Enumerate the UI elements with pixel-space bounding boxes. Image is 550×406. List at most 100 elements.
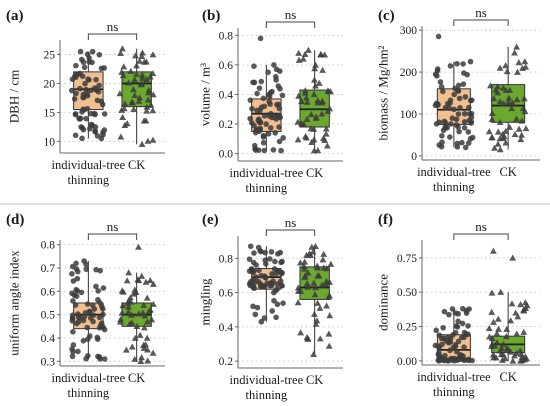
data-point [82, 80, 88, 87]
data-point [438, 83, 445, 90]
data-point [312, 114, 320, 121]
data-point [271, 289, 277, 296]
data-point [129, 99, 136, 106]
y-tick-label: 0.50 [397, 287, 417, 299]
data-point [143, 334, 151, 341]
data-point [502, 62, 509, 69]
data-point [459, 320, 466, 327]
x-category-label: CK [499, 370, 516, 384]
data-point [321, 136, 329, 144]
data-point [455, 356, 462, 362]
x-category-label: individual-tree thinning [52, 158, 126, 187]
data-point [131, 91, 139, 99]
data-point [131, 286, 139, 293]
data-point [273, 314, 279, 321]
box-thinning [69, 258, 108, 362]
data-point [258, 248, 264, 255]
data-point [315, 79, 323, 86]
data-point [521, 353, 529, 360]
data-point [446, 311, 452, 318]
box-thinning [246, 243, 286, 325]
data-point [301, 50, 309, 58]
data-point [439, 139, 445, 145]
data-point [119, 113, 127, 120]
y-tick-label: 200 [400, 67, 418, 79]
data-point [304, 269, 312, 276]
data-point [135, 277, 143, 284]
data-point [300, 265, 308, 272]
data-point [128, 343, 136, 350]
data-point [519, 105, 527, 112]
significance-bracket [87, 233, 138, 240]
data-point [459, 305, 466, 312]
data-point [119, 45, 126, 52]
data-point [252, 311, 259, 318]
data-point [325, 330, 333, 337]
data-point [513, 330, 521, 337]
data-point [138, 140, 146, 148]
data-point [496, 64, 504, 71]
data-point [303, 251, 310, 258]
data-point [489, 351, 497, 358]
data-point [148, 316, 156, 323]
data-point [132, 52, 139, 59]
data-point [520, 328, 528, 335]
data-point [454, 324, 461, 330]
data-point [324, 87, 332, 94]
data-point [101, 326, 108, 333]
x-category-label: individual-tree thinning [52, 371, 126, 400]
y-tick-label: 0.8 [41, 240, 56, 252]
data-point [119, 72, 127, 79]
y-tick-label: 0 [411, 151, 417, 163]
data-point [450, 331, 456, 338]
data-point [251, 250, 257, 256]
data-point [518, 117, 526, 124]
data-point [149, 51, 157, 58]
data-point [73, 260, 79, 267]
data-point [138, 71, 146, 78]
data-point [323, 302, 330, 309]
data-point [131, 334, 139, 341]
y-tick-label: 25 [44, 49, 56, 61]
data-point [433, 121, 440, 127]
data-point [81, 258, 87, 264]
data-point [487, 82, 494, 89]
data-point [502, 127, 510, 134]
data-point [317, 51, 325, 58]
y-tick-label: 0.0 [219, 149, 234, 161]
data-point [69, 353, 76, 360]
data-point [80, 94, 87, 101]
significance-bracket [453, 233, 509, 240]
data-point [75, 319, 82, 325]
data-point [327, 260, 335, 267]
significance-bracket [87, 33, 138, 40]
data-point [323, 142, 331, 149]
data-point [246, 268, 253, 274]
data-point [492, 86, 500, 93]
data-point [269, 271, 275, 277]
box-ck [294, 46, 334, 154]
data-point [442, 352, 448, 359]
data-point [276, 124, 282, 130]
data-point [449, 115, 456, 121]
data-point [136, 331, 144, 338]
data-point [129, 86, 137, 93]
data-point [250, 276, 256, 283]
panel-b: (b) volume / m³ 0.0 0.2 0.4 0.6 0.8 individual-… [198, 7, 343, 195]
y-axis-label: biomass / Mg/hm² [376, 45, 391, 140]
data-point [118, 309, 126, 316]
data-point [444, 100, 451, 107]
data-point [324, 107, 332, 114]
data-point [312, 61, 319, 68]
data-point [73, 286, 79, 293]
data-point [87, 315, 94, 321]
data-point [520, 95, 528, 102]
data-point [280, 300, 286, 307]
data-point [76, 314, 83, 321]
data-point [447, 134, 453, 140]
significance-bracket [265, 21, 316, 28]
data-point [508, 105, 516, 112]
data-point [434, 68, 441, 74]
data-point [263, 261, 269, 267]
data-point [441, 335, 447, 342]
